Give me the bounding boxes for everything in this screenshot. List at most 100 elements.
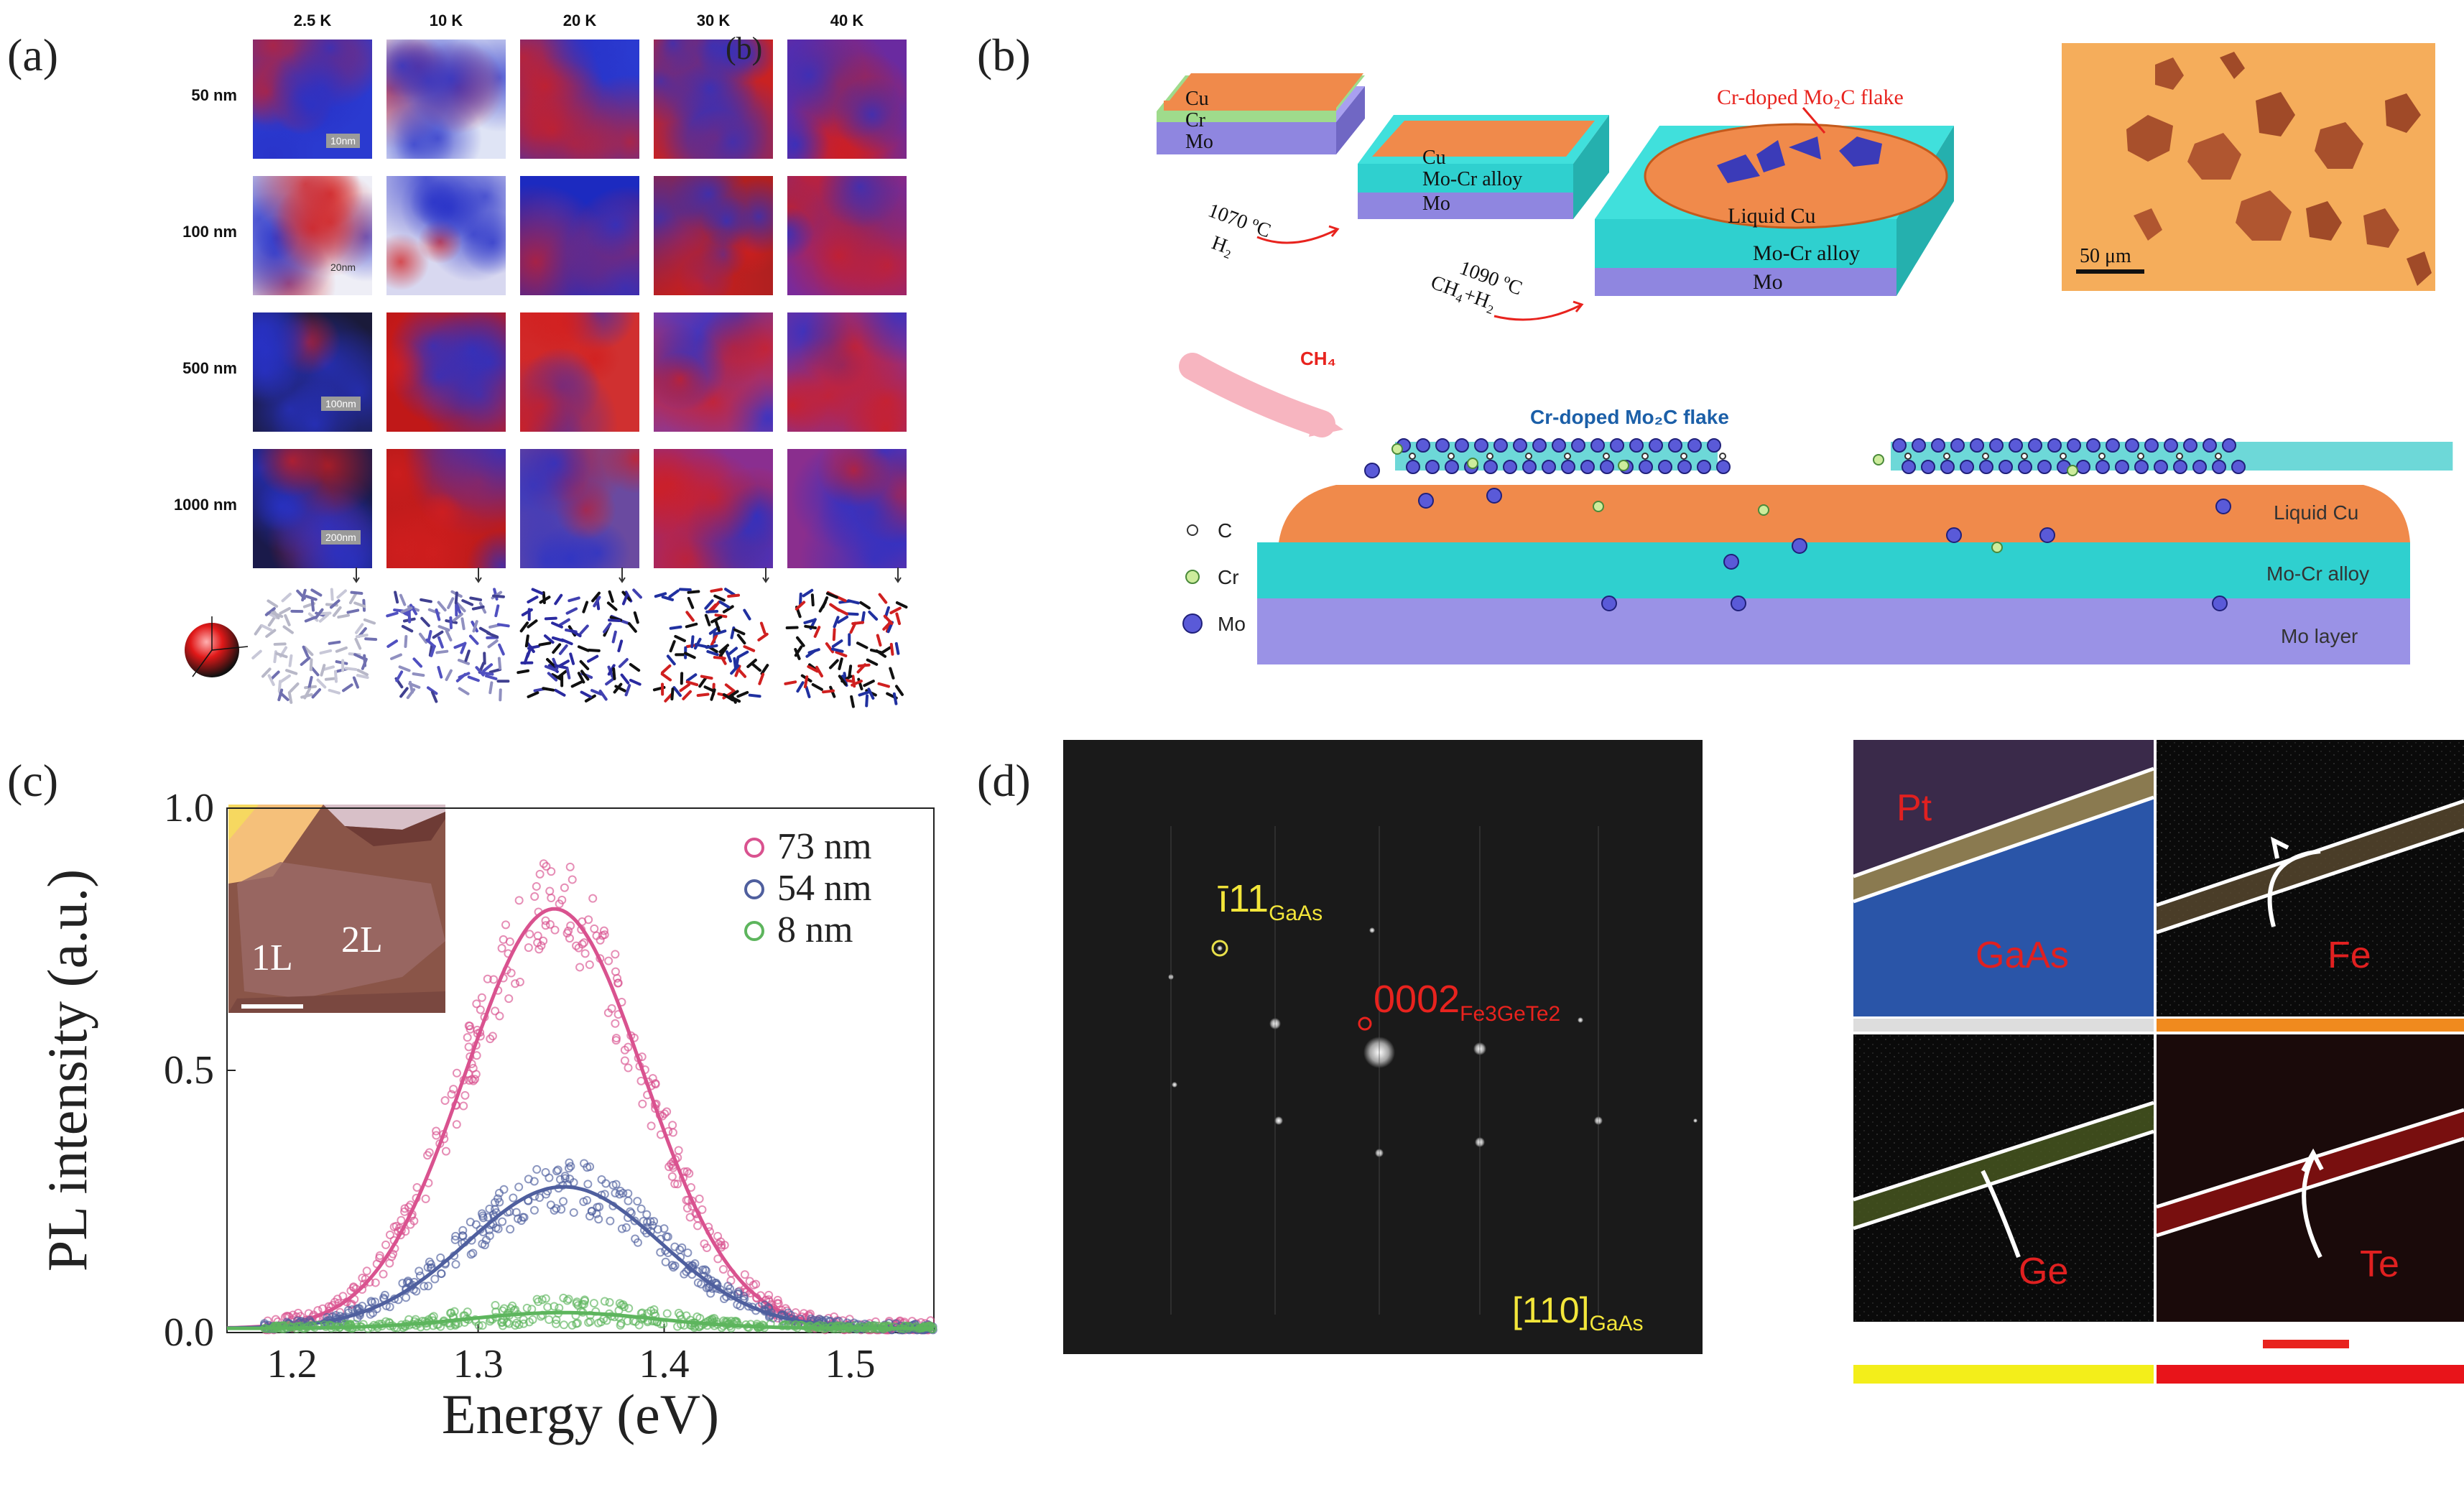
flake-mo-atom	[2164, 438, 2178, 453]
spin-vector-mark	[724, 683, 736, 692]
data-point	[585, 960, 594, 969]
spin-vector-mark	[706, 649, 719, 657]
spin-vector-mark	[517, 669, 530, 675]
spin-vector-mark	[629, 662, 641, 672]
flake-mo-atom	[1658, 460, 1672, 474]
spin-vector-mark	[398, 665, 411, 672]
flake-mo-atom	[1931, 438, 1945, 453]
data-point	[441, 1146, 450, 1156]
spin-vector-mark	[700, 675, 713, 680]
temp-header-30k: 30 K	[696, 11, 731, 29]
spin-vector-mark	[804, 624, 818, 630]
spin-vector-mark	[267, 615, 277, 627]
bulk-mo-atom	[1364, 463, 1380, 478]
data-point	[313, 1306, 323, 1315]
data-point	[483, 974, 492, 983]
spin-texture-tile	[253, 449, 372, 568]
data-point	[583, 1180, 593, 1189]
data-point	[550, 1302, 559, 1311]
flake-mo-atom	[1542, 460, 1556, 474]
data-point	[488, 1032, 497, 1041]
flake-mo-atom	[2212, 460, 2226, 474]
spin-vector-mark	[425, 638, 436, 649]
legend-cr-atom-icon	[1185, 570, 1200, 584]
spin-vector-mark	[718, 600, 731, 609]
y-tick-label: 1.0	[164, 786, 214, 830]
spin-vector-mark	[831, 639, 843, 648]
data-point	[580, 938, 589, 948]
spin-vector-mark	[624, 684, 631, 697]
data-point	[430, 1274, 440, 1284]
flake-c-atom	[1982, 453, 1989, 460]
spin-vector-mark	[621, 593, 629, 606]
x-tick-label: 1.3	[453, 1342, 504, 1386]
spin-vector-mark	[847, 599, 860, 605]
stack1-label-mo: Mo	[1185, 131, 1213, 153]
spin-vector-mark	[863, 680, 875, 687]
flake-mo-atom	[2067, 438, 2081, 453]
spin-vector-mark	[267, 674, 275, 687]
spin-vector-mark	[833, 616, 840, 629]
spin-vector-mark	[734, 664, 741, 677]
data-point	[739, 1292, 749, 1301]
spin-vector-mark	[608, 590, 614, 603]
data-point	[560, 883, 569, 892]
spin-vector-mark	[620, 673, 630, 685]
spin-vector-mark	[835, 650, 848, 657]
spin-vector-mark	[335, 646, 348, 653]
data-point	[545, 1315, 554, 1324]
flake-mo-atom	[2018, 460, 2032, 474]
flake-mo-atom	[1912, 438, 1926, 453]
spin-vector-mark	[794, 648, 801, 660]
spin-vector-mark	[337, 613, 351, 619]
spin-vector-mark	[580, 690, 592, 699]
data-point	[701, 1266, 710, 1275]
spin-vector-mark	[437, 666, 443, 679]
spin-vector-mark	[333, 670, 338, 683]
spin-vector-mark	[342, 683, 353, 692]
data-point	[493, 1194, 502, 1203]
flake-mo-atom	[2154, 460, 2168, 474]
data-point	[550, 1205, 559, 1215]
data-point	[685, 1169, 694, 1178]
stack1-label-cr: Cr	[1185, 109, 1206, 131]
spin-vector-mark	[851, 680, 863, 687]
flake-mo-atom	[1649, 438, 1663, 453]
flake-c-atom	[2060, 453, 2067, 460]
data-point	[592, 1209, 601, 1218]
spin-vector-mark	[285, 669, 298, 675]
flake-c-atom	[2021, 453, 2028, 460]
spin-vector-mark	[305, 595, 318, 601]
spin-texture-tile	[654, 40, 773, 159]
eds-label-fe: Fe	[2328, 935, 2371, 976]
spin-vector-mark	[799, 592, 802, 606]
spin-vector-mark	[669, 625, 682, 630]
flake-mo-atom	[1921, 460, 1935, 474]
data-point	[468, 1076, 478, 1085]
data-point	[695, 1194, 704, 1203]
legend-marker	[744, 921, 764, 941]
data-point	[568, 1320, 577, 1330]
spin-vector-mark	[487, 639, 499, 649]
spin-vector-mark	[354, 637, 362, 650]
spin-vector-mark	[710, 688, 716, 701]
data-point	[485, 1231, 494, 1241]
data-point	[760, 1300, 769, 1310]
bulk-mo-atom	[1731, 596, 1746, 611]
bulk-mo-atom	[1601, 596, 1617, 611]
spin-vector-mark	[288, 654, 293, 667]
flake-c-atom	[1486, 453, 1493, 460]
spin-vector-mark	[498, 643, 505, 656]
spin-vector-mark	[710, 588, 723, 593]
data-point	[397, 1215, 406, 1225]
spin-vector-mark	[795, 636, 805, 647]
data-point	[541, 921, 550, 930]
flake-mo-atom	[2134, 460, 2149, 474]
pl-intensity-chart: 1L 2L 1.2 1.3 1.4 1.5 0.0 0.5 1.0 Energy (eV) PL…	[36, 786, 937, 1445]
spin-vector-mark	[524, 634, 529, 648]
spin-vector-mark	[611, 630, 617, 644]
inset-label-1l: 1L	[251, 937, 293, 978]
spin-vector-mark	[736, 634, 746, 645]
spin-vector-mark	[496, 623, 510, 628]
legend-mo-atom-icon	[1182, 613, 1203, 634]
